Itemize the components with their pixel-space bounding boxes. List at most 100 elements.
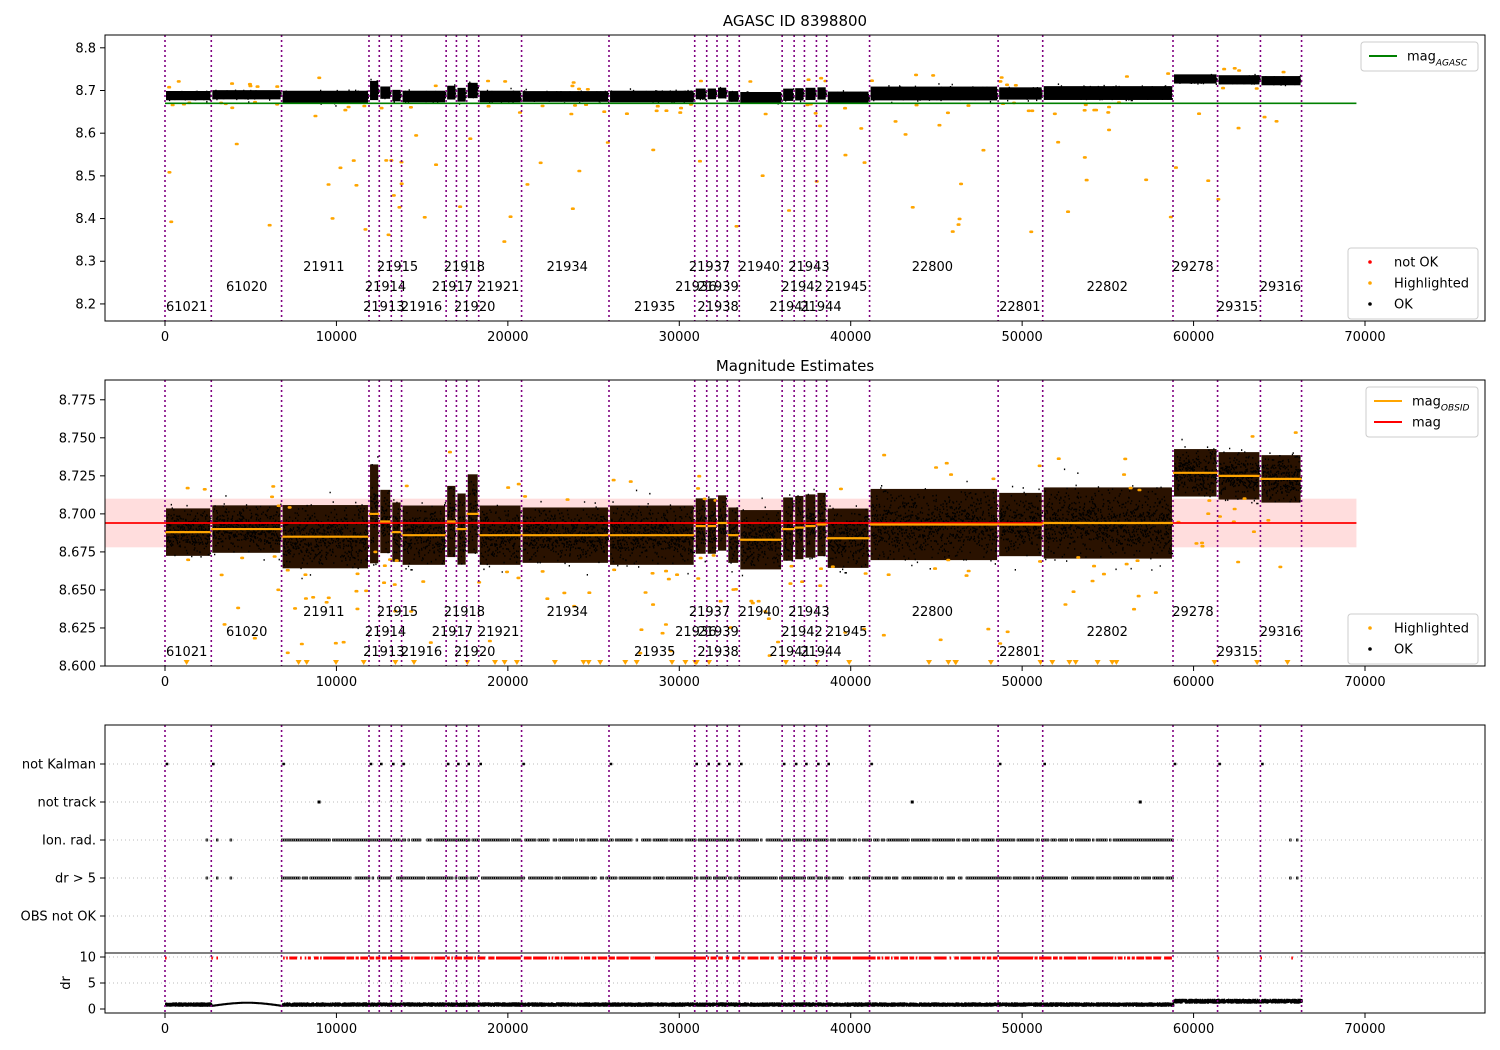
off-scale-marker [295,660,302,665]
obsid-label: 61020 [226,625,267,640]
obsid-label: 21913 [363,645,404,660]
off-scale-marker [814,660,821,665]
off-scale-marker [945,660,952,665]
panel3-marks [105,725,1485,1013]
flag-row-label: not Kalman [22,758,96,773]
x-tick-label: 40000 [830,675,871,690]
panel2-frame [104,379,1486,667]
legend-label: OK [1394,298,1413,313]
dr-tick-label: 5 [88,977,96,992]
obsid-label: 21918 [444,605,485,620]
obsid-label: 21944 [800,645,841,660]
y-tick-label: 8.5 [75,169,96,184]
y-tick-label: 8.650 [59,583,96,598]
x-tick-label: 0 [161,330,169,345]
obsid-label: 21920 [454,645,495,660]
panel1-axes: 8.2 8.3 8.4 8.5 8.6 8.7 8.8 0 10000 20000 30000 400… [75,41,1385,345]
off-scale-marker [669,660,675,665]
x-tick-label: 60000 [1173,675,1214,690]
y-tick-label: 8.725 [59,469,96,484]
x-tick-label: 30000 [659,1022,700,1037]
obsid-label: 21915 [377,605,418,620]
y-tick-label: 8.775 [59,393,96,408]
x-tick-label: 70000 [1344,330,1385,345]
x-tick-label: 50000 [1001,675,1042,690]
obsid-label: 21935 [634,645,675,660]
panel-flags: not Kalman not track Ion. rad. dr > 5 OBS no… [21,724,1486,1037]
off-scale-marker [633,660,640,665]
obsid-label: 29316 [1260,625,1301,640]
flag-dr-points [205,876,1299,880]
dr-tick-label: 0 [88,1003,96,1018]
obsid-label: 22802 [1087,280,1128,295]
obsid-label: 21921 [478,280,519,295]
obsid-label: 21917 [432,280,473,295]
obsid-label: 21936 [675,625,716,640]
panel2-marks: 61021 61020 21911 21913 21914 21915 21916 21917… [105,380,1357,666]
obsid-label: 21911 [303,605,344,620]
off-scale-marker [513,660,520,665]
highlighted-points [185,431,1298,657]
off-scale-marker [411,660,417,665]
panel-agasc-magnitude: 61021 61020 21911 21913 21914 21915 21916 21917… [75,12,1486,345]
obsid-label: 21939 [697,625,738,640]
off-scale-marker [1072,660,1079,665]
y-tick-label: 8.750 [59,431,96,446]
off-scale-marker [692,660,699,665]
off-scale-marker [580,660,587,665]
legend-dot-swatch [1368,260,1372,264]
panel1-frame [104,34,1486,322]
obsid-label: 21914 [365,280,406,295]
y-tick-label: 8.4 [75,212,96,227]
obsid-label: 21942 [781,625,822,640]
off-scale-marker [1211,660,1218,665]
obsid-label: 29316 [1260,280,1301,295]
obsid-label: 61021 [166,645,207,660]
y-tick-label: 8.2 [75,297,96,312]
obsid-label: 21916 [401,300,442,315]
obsid-label: 21940 [739,605,780,620]
off-scale-marker [1109,660,1116,665]
x-tick-label: 50000 [1001,330,1042,345]
x-tick-label: 20000 [487,1022,528,1037]
obsid-label: 29315 [1217,645,1258,660]
off-scale-marker [492,660,498,665]
legend-label-subscript: OBSID [1441,404,1470,414]
off-scale-marker [464,660,471,665]
legend-box [1347,247,1479,320]
obsid-label: 21918 [444,260,485,275]
legend-label: Highlighted [1394,277,1469,292]
x-tick-label: 50000 [1001,1022,1042,1037]
panel2-legend-lower: Highlighted OK [1347,613,1479,665]
x-tick-label: 10000 [316,1022,357,1037]
y-tick-label: 8.700 [59,507,96,522]
off-scale-marker [1113,660,1120,665]
off-scale-marker [360,660,367,665]
off-scale-marker [1254,660,1261,665]
x-tick-label: 60000 [1173,330,1214,345]
off-scale-marker [597,660,604,665]
obsid-label: 22802 [1087,625,1128,640]
x-tick-label: 10000 [316,330,357,345]
off-scale-marker [392,660,399,665]
y-tick-label: 8.675 [59,545,96,560]
flag-row-label: not track [37,796,96,811]
obsid-label: 21938 [697,300,738,315]
legend-dot-swatch [1368,626,1372,630]
y-tick-label: 8.6 [75,127,96,142]
y-tick-label: 8.625 [59,621,96,636]
obsid-label: 22800 [912,260,953,275]
ok-points [166,73,1302,107]
x-tick-label: 40000 [830,330,871,345]
legend-box [1365,386,1479,438]
obsid-label: 21945 [826,625,867,640]
obsid-label: 29315 [1217,300,1258,315]
obsid-label: 21915 [377,260,418,275]
panel2-title: Magnitude Estimates [716,357,874,375]
obsid-label: 21941 [769,645,810,660]
obsid-label: 21937 [689,605,730,620]
obsid-label: 21942 [781,280,822,295]
legend-dot-swatch [1368,647,1372,651]
obsid-label: 21940 [739,260,780,275]
obsid-label: 29278 [1172,605,1213,620]
